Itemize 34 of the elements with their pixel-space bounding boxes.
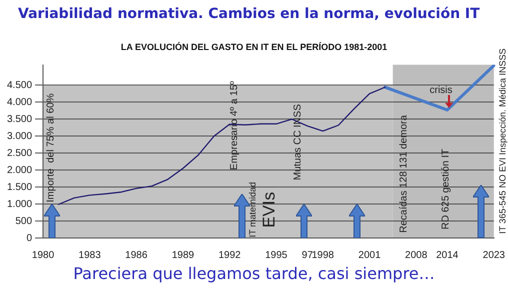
- annotation: Importe del 75% al 60%: [46, 93, 57, 202]
- y-tick-label: 500: [15, 216, 32, 227]
- annotation: Mutuas CC INSS: [292, 104, 304, 180]
- y-tick-label: 2.000: [6, 164, 32, 176]
- x-tick-label: 1986: [125, 250, 148, 261]
- chart-subtitle: LA EVOLUCIÓN DEL GASTO EN IT EN EL PERÍODO 1981-2001: [120, 42, 388, 52]
- annotation: Empresario 4º a 15º: [229, 80, 240, 170]
- text: Pareciera que llegamos tarde, casi siempre…: [72, 264, 436, 283]
- x-tick-label: 97: [302, 250, 314, 261]
- y-tick-label: 0: [26, 232, 32, 244]
- x-tick-label: 2008: [405, 250, 428, 261]
- annotation: RD 625 gestión IT: [440, 148, 452, 230]
- x-tick-label: 1989: [172, 250, 195, 261]
- x-tick-label: 2001: [358, 250, 382, 261]
- annotation: IT maternidad: [247, 182, 258, 238]
- x-tick-label: 2014: [436, 250, 459, 261]
- annotation: Recaídas 128 131 demora: [398, 114, 410, 233]
- chart-title: Variabilidad normativa. Cambios en la norma, evolución IT: [18, 6, 480, 22]
- y-tick-label: 4.500: [6, 80, 32, 91]
- x-tick-label: 1980: [32, 250, 55, 261]
- y-tick-label: 3.500: [6, 114, 32, 125]
- y-tick-label: 3.000: [6, 130, 32, 142]
- y-tick-label: 2.500: [6, 148, 32, 159]
- annotation: crisis: [430, 85, 452, 96]
- x-tick-label: 1992: [218, 250, 242, 261]
- x-tick-label: 1998: [312, 250, 334, 261]
- y-tick-label: 1.000: [6, 198, 32, 210]
- y-tick-label: 1.500: [6, 182, 32, 193]
- y-tick-label: 4.000: [6, 96, 32, 108]
- x-tick-label: 2023: [482, 250, 506, 261]
- annotation: EVIs: [260, 192, 279, 228]
- x-tick-label: 1995: [265, 250, 288, 261]
- x-tick-label: 1983: [78, 250, 102, 261]
- text: IT 365-545 NO EVI Inspección. Médica INSSS: [498, 48, 508, 234]
